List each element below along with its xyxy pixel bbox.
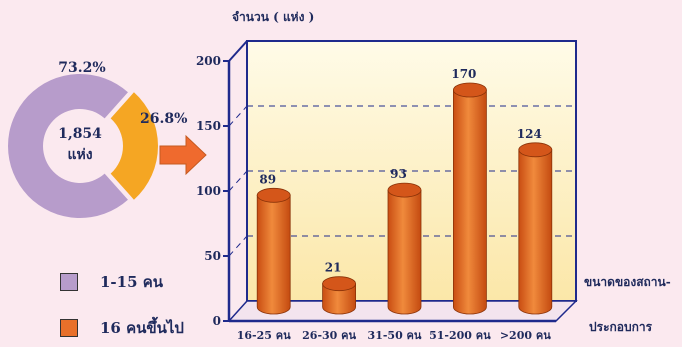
legend-item-large-firms: 16 คนขึ้นไป xyxy=(60,316,184,340)
bar-top xyxy=(518,142,553,158)
bar-value-label: 93 xyxy=(390,167,407,181)
donut-large-pct-label: 73.2% xyxy=(58,60,105,76)
bar-body xyxy=(453,89,487,315)
y-tick-label: 150 xyxy=(196,119,221,133)
y-axis-title: จำนวน ( แห่ง ) xyxy=(232,10,314,24)
gridline-side xyxy=(228,40,248,62)
gridline-side xyxy=(228,105,248,127)
bar-top xyxy=(322,276,357,292)
y-tick-label: 0 xyxy=(213,314,221,328)
bar-top xyxy=(387,182,422,198)
arrow-right-icon xyxy=(159,134,207,176)
bar-top xyxy=(452,82,487,98)
legend-label-large-firms: 16 คนขึ้นไป xyxy=(100,319,184,337)
bar xyxy=(322,276,357,315)
x-tick-label: 16-25 คน xyxy=(237,329,291,342)
x-tick-label: 31-50 คน xyxy=(368,329,422,342)
bar-value-label: 89 xyxy=(259,172,276,186)
bar xyxy=(256,187,291,315)
y-tick-label: 200 xyxy=(196,54,221,68)
bar-value-label: 170 xyxy=(451,67,476,81)
bar-chart: 0 50 100 150 200 89 21 93 170 124 16-25 คน 26-30 … xyxy=(196,10,578,342)
y-tick-label: 50 xyxy=(204,249,221,263)
x-tick-label: 26-30 คน xyxy=(302,329,356,342)
legend-item-small-firms: 1-15 คน xyxy=(60,270,163,294)
y-tick-label: 100 xyxy=(196,184,221,198)
bar xyxy=(518,142,553,315)
bar-top xyxy=(256,187,291,203)
bar-body xyxy=(256,194,291,315)
x-axis-title-line1: ขนาดของสถาน- xyxy=(584,275,671,289)
legend-swatch-small-firms xyxy=(60,273,78,291)
bar-body xyxy=(518,149,553,315)
donut-center-value: 1,854 xyxy=(58,126,102,142)
legend-label-small-firms: 1-15 คน xyxy=(100,273,164,291)
bar xyxy=(452,82,487,315)
bar-body xyxy=(387,189,422,315)
gridline-side xyxy=(228,170,248,192)
donut-center-unit: แห่ง xyxy=(67,147,92,163)
donut-slice-large-firms xyxy=(110,92,158,200)
x-tick-label: 51-200 คน xyxy=(429,329,491,342)
x-tick-label: >200 คน xyxy=(500,329,551,342)
donut-chart: 1,854 แห่ง 73.2% 26.8% xyxy=(8,60,187,219)
x-axis-title-line2: ประกอบการ xyxy=(589,320,653,334)
bar-body xyxy=(322,283,356,315)
donut-small-pct-label: 26.8% xyxy=(140,111,187,127)
bar-value-label: 21 xyxy=(325,261,342,275)
bar xyxy=(387,182,422,315)
gridline-side xyxy=(228,235,248,257)
donut-slice-small-firms xyxy=(8,74,128,219)
legend-swatch-large-firms xyxy=(60,319,78,337)
donut-slice-large-firms-group xyxy=(110,92,158,200)
bar-value-label: 124 xyxy=(517,127,542,141)
